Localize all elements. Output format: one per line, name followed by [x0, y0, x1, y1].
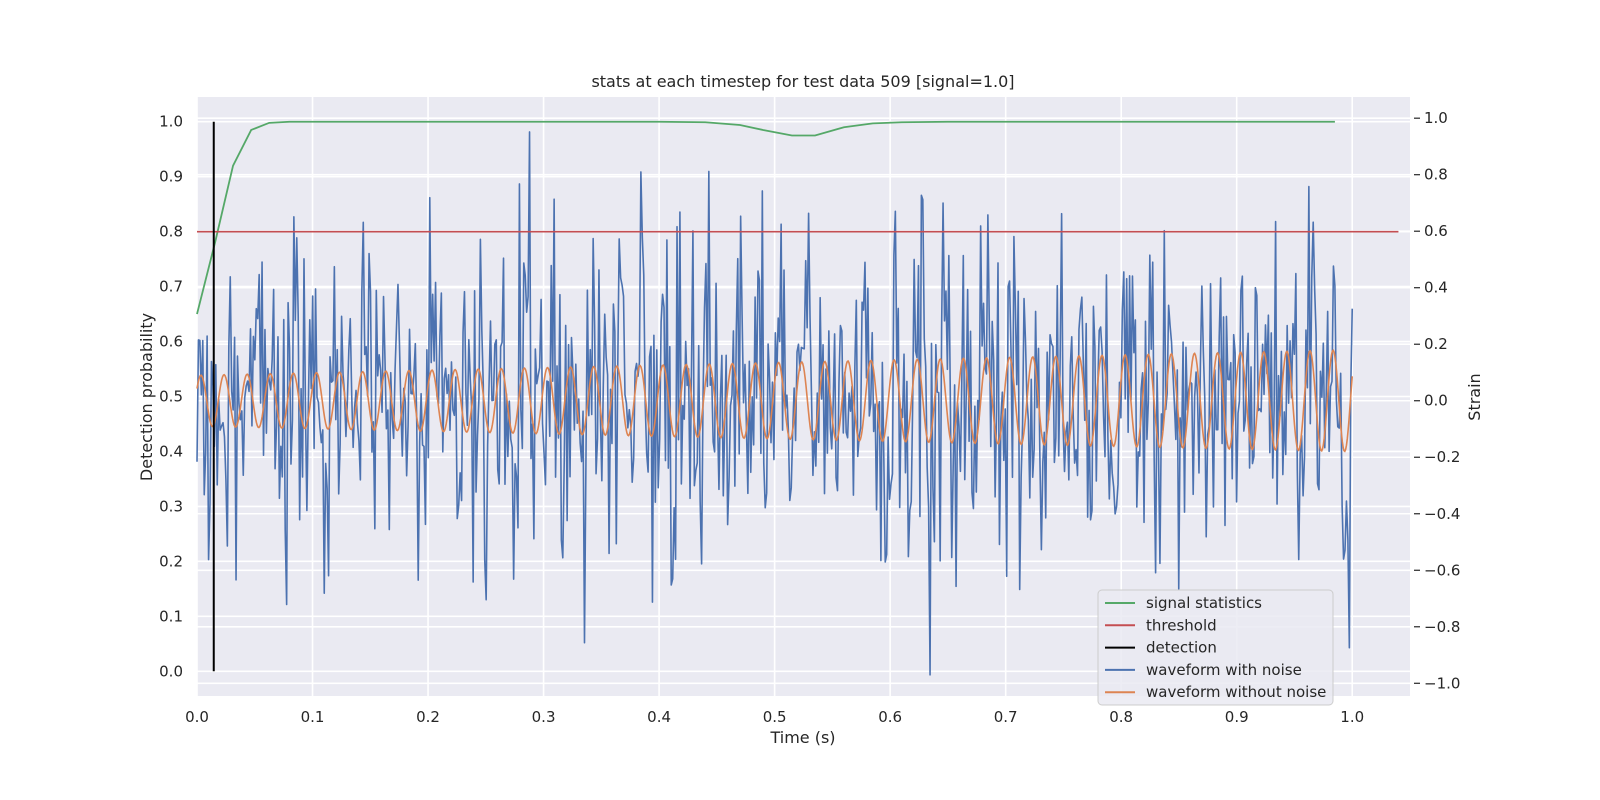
- series-waveform-with-noise: [196, 131, 1354, 676]
- y-right-tick-label: 0.8: [1424, 166, 1448, 184]
- y-axis-ticks: 0.0 0.1 0.2 0.3 0.4 0.5 0.6 0.7 0.8 0.9 1.0: [159, 113, 183, 681]
- y-right-tick-label: −0.6: [1424, 561, 1460, 579]
- y-right-tick-label: 1.0: [1424, 109, 1448, 127]
- x-tick-label: 0.6: [878, 708, 902, 726]
- y-tick-label: 0.0: [159, 662, 183, 680]
- y-right-tick-label: −1.0: [1424, 674, 1460, 692]
- x-tick-label: 0.7: [994, 708, 1018, 726]
- y-right-tick-label: −0.8: [1424, 618, 1460, 636]
- y-right-axis-label: Strain: [1465, 373, 1484, 420]
- y-right-tick-label: 0.0: [1424, 392, 1448, 410]
- legend-label: detection: [1146, 639, 1217, 657]
- y-tick-label: 0.7: [159, 278, 183, 296]
- series-waveform-without-noise: [196, 349, 1354, 453]
- x-axis-ticks: 0.0 0.1 0.2 0.3 0.4 0.5 0.6 0.7 0.8 0.9 1.0: [185, 708, 1364, 726]
- x-tick-label: 0.1: [301, 708, 325, 726]
- y-tick-label: 0.9: [159, 168, 183, 186]
- y-right-tick-label: 0.4: [1424, 279, 1448, 297]
- x-axis-label: Time (s): [769, 728, 835, 747]
- series-signal-statistics: [196, 120, 1335, 315]
- x-tick-label: 0.9: [1225, 708, 1249, 726]
- x-tick-label: 0.8: [1109, 708, 1133, 726]
- legend-box: [1097, 589, 1334, 706]
- legend: signal statistics threshold detection wavef…: [1097, 589, 1334, 706]
- y-tick-label: 0.8: [159, 223, 183, 241]
- legend-label: waveform with noise: [1146, 661, 1302, 679]
- y-tick-label: 0.5: [159, 388, 183, 406]
- legend-label: threshold: [1146, 616, 1217, 634]
- y-right-tick-label: −0.2: [1424, 448, 1460, 466]
- legend-label: waveform without noise: [1146, 683, 1326, 701]
- x-tick-label: 0.3: [532, 708, 556, 726]
- y-right-tick-label: 0.2: [1424, 335, 1448, 353]
- y-right-axis-ticks: −1.0 −0.8 −0.6 −0.4 −0.2 0.0 0.2 0.4 0.6 0.8 1.0: [1414, 109, 1460, 692]
- x-tick-label: 0.2: [416, 708, 440, 726]
- y-tick-label: 0.2: [159, 552, 183, 570]
- x-tick-label: 0.5: [763, 708, 787, 726]
- chart-title: stats at each timestep for test data 509…: [591, 72, 1014, 91]
- y-axis-label: Detection probability: [137, 313, 156, 481]
- y-right-tick-label: 0.6: [1424, 222, 1448, 240]
- y-tick-label: 1.0: [159, 113, 183, 131]
- y-tick-label: 0.6: [159, 333, 183, 351]
- x-tick-label: 1.0: [1340, 708, 1364, 726]
- y-tick-label: 0.3: [159, 497, 183, 515]
- legend-label: signal statistics: [1146, 594, 1262, 612]
- y-tick-label: 0.4: [159, 442, 183, 460]
- plot-series: [196, 120, 1399, 676]
- y-tick-label: 0.1: [159, 607, 183, 625]
- y-right-tick-label: −0.4: [1424, 505, 1460, 523]
- x-tick-label: 0.4: [647, 708, 671, 726]
- x-tick-label: 0.0: [185, 708, 209, 726]
